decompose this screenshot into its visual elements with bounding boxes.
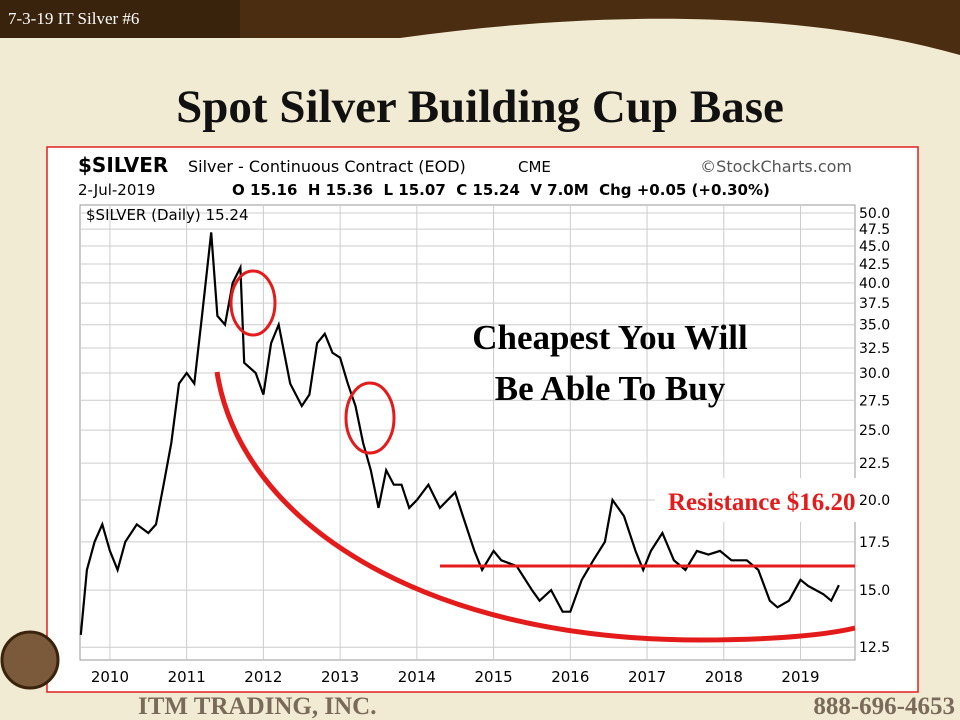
y-tick-label: 15.0 xyxy=(859,583,890,599)
footer-left: ITM TRADING, INC. xyxy=(138,693,376,720)
y-tick-label: 25.0 xyxy=(859,423,890,439)
y-tick-label: 20.0 xyxy=(859,493,890,509)
price-line xyxy=(79,232,840,636)
annotation-line: Cheapest You Will xyxy=(472,318,748,357)
y-tick-label: 22.5 xyxy=(859,456,890,472)
x-tick-label: 2014 xyxy=(398,668,436,686)
x-tick-label: 2013 xyxy=(321,668,359,686)
chart-symbol: $SILVER xyxy=(78,153,168,177)
y-tick-label: 32.5 xyxy=(859,341,890,357)
y-tick-label: 45.0 xyxy=(859,239,890,255)
x-tick-label: 2011 xyxy=(168,668,206,686)
y-tick-label: 30.0 xyxy=(859,366,890,382)
resistance-label: Resistance $16.20 xyxy=(668,489,855,516)
annotation-line: Be Able To Buy xyxy=(495,369,726,408)
chart-source: ©StockCharts.com xyxy=(700,157,852,176)
x-tick-label: 2012 xyxy=(244,668,282,686)
chart-name: Silver - Continuous Contract (EOD) xyxy=(188,157,466,176)
cup-curve xyxy=(214,371,856,643)
chart-exchange: CME xyxy=(518,158,551,176)
globe-icon xyxy=(0,630,60,690)
chart-quote: O 15.16 H 15.36 L 15.07 C 15.24 V 7.0M C… xyxy=(232,181,770,199)
y-tick-label: 17.5 xyxy=(859,535,890,551)
plot-area xyxy=(79,204,856,661)
y-tick-label: 35.0 xyxy=(859,318,890,334)
circle-marker xyxy=(229,269,277,337)
x-tick-label: 2016 xyxy=(551,668,589,686)
y-tick-label: 27.5 xyxy=(859,393,890,409)
legend: $SILVER (Daily) 15.24 xyxy=(86,206,249,224)
slide-title: Spot Silver Building Cup Base xyxy=(176,81,784,133)
y-tick-label: 40.0 xyxy=(859,276,890,292)
resistance-label-bg xyxy=(655,478,913,522)
y-tick-label: 47.5 xyxy=(859,222,890,238)
tag-band xyxy=(0,0,240,38)
y-tick-label: 42.5 xyxy=(859,257,890,273)
circle-marker xyxy=(344,381,396,455)
x-tick-label: 2018 xyxy=(705,668,743,686)
footer-right: 888-696-4653 xyxy=(813,693,955,720)
x-tick-label: 2010 xyxy=(91,668,129,686)
x-tick-label: 2015 xyxy=(474,668,512,686)
y-tick-label: 50.0 xyxy=(859,206,890,222)
y-tick-label: 37.5 xyxy=(859,296,890,312)
x-tick-label: 2017 xyxy=(628,668,666,686)
x-tick-label: 2019 xyxy=(781,668,819,686)
y-tick-label: 12.5 xyxy=(859,640,890,656)
chart-date: 2-Jul-2019 xyxy=(78,181,155,199)
slide-tag: 7-3-19 IT Silver #6 xyxy=(8,9,139,28)
